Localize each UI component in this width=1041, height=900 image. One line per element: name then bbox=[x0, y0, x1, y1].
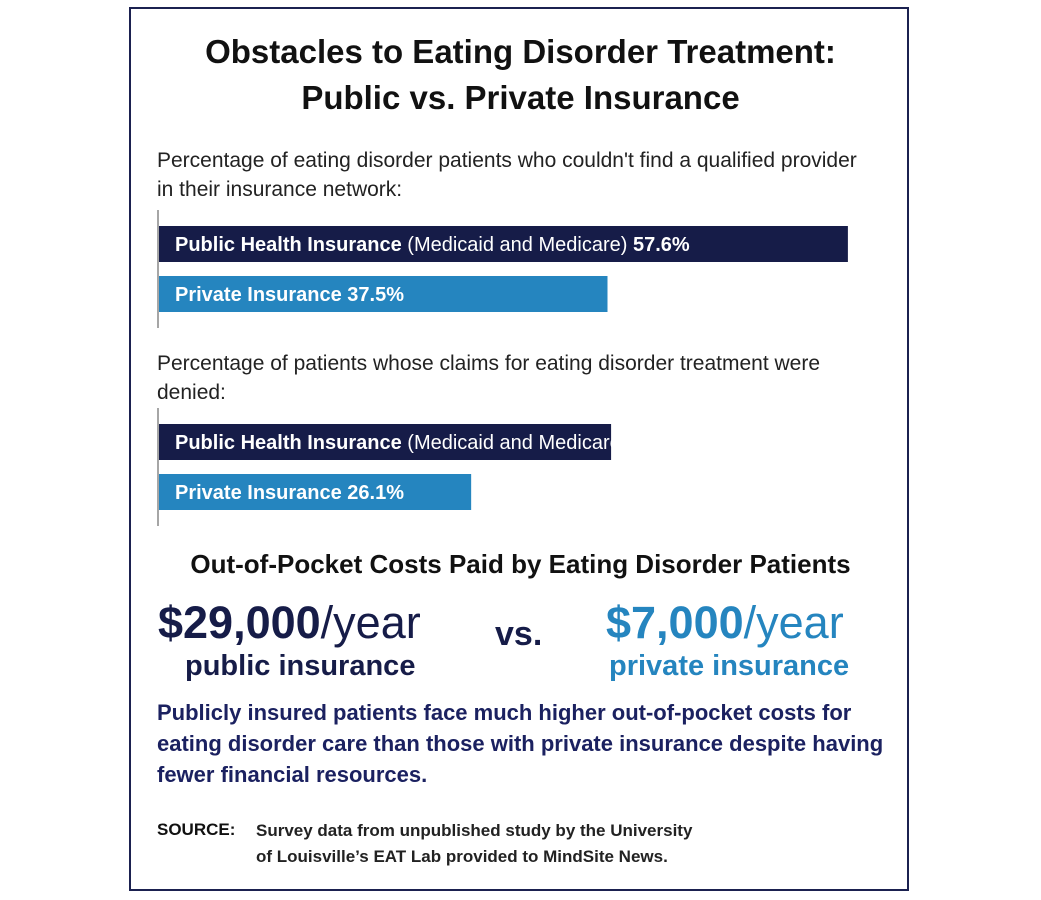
bar-category: Public Health Insurance bbox=[175, 234, 402, 256]
bar-label: Public Health Insurance (Medicaid and Me… bbox=[175, 234, 690, 256]
bar-value-label: 26.1% bbox=[342, 482, 404, 504]
chart1-question: Percentage of eating disorder patients w… bbox=[157, 149, 857, 201]
bar-category-note: (Medicaid and Medicare) bbox=[402, 234, 628, 256]
bar-category-note: (Medicaid and Medicare) bbox=[402, 432, 628, 454]
private-cost-unit: /year bbox=[743, 597, 844, 648]
source-line-1: Survey data from unpublished study by th… bbox=[256, 821, 693, 840]
bar-public bbox=[159, 226, 848, 262]
public-cost-unit: /year bbox=[320, 597, 421, 648]
bar-private bbox=[159, 276, 608, 312]
chart2-bars: Public Health Insurance (Medicaid and Me… bbox=[157, 408, 690, 526]
bar-public bbox=[159, 424, 612, 460]
public-cost-amount: $29,000 bbox=[158, 597, 321, 648]
bar-value-label: 57.6% bbox=[627, 234, 689, 256]
bar-category: Private Insurance bbox=[175, 482, 342, 504]
bar-category: Private Insurance bbox=[175, 284, 342, 306]
source-label: SOURCE: bbox=[157, 820, 236, 839]
bar-label: Private Insurance 26.1% bbox=[175, 482, 404, 504]
page-subtitle: Public vs. Private Insurance bbox=[301, 79, 740, 116]
summary-note: Publicly insured patients face much high… bbox=[157, 700, 884, 787]
bar-private bbox=[159, 474, 472, 510]
private-cost-amount: $7,000 bbox=[606, 597, 744, 648]
bar-label: Public Health Insurance (Medicaid and Me… bbox=[175, 432, 690, 454]
bar-label: Private Insurance 37.5% bbox=[175, 284, 404, 306]
private-cost-label: private insurance bbox=[609, 650, 850, 682]
versus-label: vs. bbox=[495, 615, 543, 653]
private-cost: $7,000/year bbox=[606, 597, 844, 649]
bar-category: Public Health Insurance bbox=[175, 432, 402, 454]
chart1-bars: Public Health Insurance (Medicaid and Me… bbox=[157, 210, 848, 328]
costs-heading: Out-of-Pocket Costs Paid by Eating Disor… bbox=[190, 549, 851, 579]
public-cost: $29,000/year bbox=[158, 597, 421, 649]
bar-value-label: 37.5% bbox=[342, 284, 404, 306]
public-cost-label: public insurance bbox=[185, 650, 416, 682]
chart2-question: Percentage of patients whose claims for … bbox=[157, 352, 821, 404]
source-text: Survey data from unpublished study by th… bbox=[256, 818, 816, 870]
source-line-2: of Louisville’s EAT Lab provided to Mind… bbox=[256, 847, 668, 866]
bar-value-label: 37.8% bbox=[627, 432, 689, 454]
page-title: Obstacles to Eating Disorder Treatment: bbox=[205, 33, 836, 70]
